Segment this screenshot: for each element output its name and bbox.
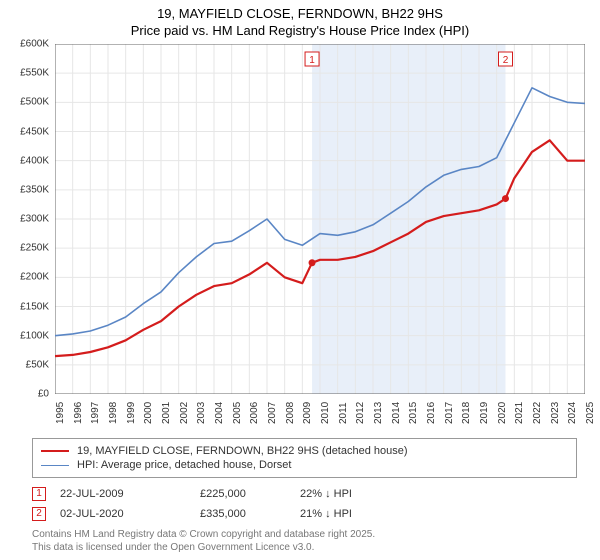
y-tick-label: £50K: [26, 359, 49, 370]
x-tick-label: 2010: [320, 402, 331, 424]
x-tick-label: 2023: [550, 402, 561, 424]
x-tick-label: 2016: [426, 402, 437, 424]
legend: 19, MAYFIELD CLOSE, FERNDOWN, BH22 9HS (…: [32, 438, 577, 478]
x-tick-label: 2000: [143, 402, 154, 424]
x-tick-label: 2019: [479, 402, 490, 424]
x-tick-label: 2004: [214, 402, 225, 424]
legend-label-price-paid: 19, MAYFIELD CLOSE, FERNDOWN, BH22 9HS (…: [77, 445, 408, 457]
x-tick-label: 2021: [514, 402, 525, 424]
y-tick-label: £350K: [20, 184, 49, 195]
x-tick-label: 2018: [461, 402, 472, 424]
y-tick-label: £300K: [20, 214, 49, 225]
y-tick-label: £450K: [20, 126, 49, 137]
sale-price: £335,000: [200, 508, 300, 520]
y-tick-label: £550K: [20, 68, 49, 79]
price-chart: 12: [55, 44, 585, 394]
x-tick-label: 2006: [249, 402, 260, 424]
x-tick-label: 2020: [497, 402, 508, 424]
x-tick-label: 2008: [285, 402, 296, 424]
sale-date: 22-JUL-2009: [60, 488, 200, 500]
x-tick-label: 2007: [267, 402, 278, 424]
x-tick-label: 1998: [108, 402, 119, 424]
sale-diff: 21% ↓ HPI: [300, 508, 400, 520]
chart-title-block: 19, MAYFIELD CLOSE, FERNDOWN, BH22 9HS P…: [0, 0, 600, 38]
x-tick-label: 2012: [355, 402, 366, 424]
x-tick-label: 2011: [338, 402, 349, 424]
y-tick-label: £200K: [20, 272, 49, 283]
legend-row: 19, MAYFIELD CLOSE, FERNDOWN, BH22 9HS (…: [41, 445, 568, 457]
x-tick-label: 2014: [391, 402, 402, 424]
y-tick-label: £400K: [20, 155, 49, 166]
x-tick-label: 1996: [73, 402, 84, 424]
x-axis-labels: 1995 1996 1997 1998 1999 2000 2001 2002 2003 2004…: [55, 396, 585, 432]
sale-date: 02-JUL-2020: [60, 508, 200, 520]
y-tick-label: £500K: [20, 97, 49, 108]
x-tick-label: 2024: [567, 402, 578, 424]
y-tick-label: £250K: [20, 243, 49, 254]
y-axis-labels: £0£50K£100K£150K£200K£250K£300K£350K£400…: [0, 44, 52, 394]
x-tick-label: 2005: [232, 402, 243, 424]
x-tick-label: 2022: [532, 402, 543, 424]
legend-label-hpi: HPI: Average price, detached house, Dors…: [77, 459, 291, 471]
x-tick-label: 2001: [161, 402, 172, 424]
y-tick-label: £600K: [20, 39, 49, 50]
sales-row: 2 02-JUL-2020 £335,000 21% ↓ HPI: [32, 504, 400, 524]
x-tick-label: 1995: [55, 402, 66, 424]
legend-row: HPI: Average price, detached house, Dors…: [41, 459, 568, 471]
svg-text:2: 2: [503, 55, 509, 66]
footer-line-1: Contains HM Land Registry data © Crown c…: [32, 529, 375, 542]
sale-diff: 22% ↓ HPI: [300, 488, 400, 500]
sale-price: £225,000: [200, 488, 300, 500]
x-tick-label: 2002: [179, 402, 190, 424]
y-tick-label: £0: [38, 389, 49, 400]
sales-table: 1 22-JUL-2009 £225,000 22% ↓ HPI 2 02-JU…: [32, 484, 400, 524]
x-tick-label: 2025: [585, 402, 596, 424]
x-tick-label: 1999: [126, 402, 137, 424]
title-line-2: Price paid vs. HM Land Registry's House …: [0, 23, 600, 38]
x-tick-label: 2009: [302, 402, 313, 424]
sales-row: 1 22-JUL-2009 £225,000 22% ↓ HPI: [32, 484, 400, 504]
x-tick-label: 2003: [196, 402, 207, 424]
sale-marker-1-icon: 1: [32, 487, 46, 501]
y-tick-label: £100K: [20, 330, 49, 341]
footer-line-2: This data is licensed under the Open Gov…: [32, 542, 375, 555]
title-line-1: 19, MAYFIELD CLOSE, FERNDOWN, BH22 9HS: [0, 6, 600, 21]
footer-attribution: Contains HM Land Registry data © Crown c…: [32, 529, 375, 554]
y-tick-label: £150K: [20, 301, 49, 312]
x-tick-label: 2015: [408, 402, 419, 424]
x-tick-label: 1997: [90, 402, 101, 424]
legend-swatch-price-paid: [41, 450, 69, 452]
legend-swatch-hpi: [41, 465, 69, 466]
x-tick-label: 2017: [444, 402, 455, 424]
x-tick-label: 2013: [373, 402, 384, 424]
sale-marker-2-icon: 2: [32, 507, 46, 521]
svg-text:1: 1: [309, 55, 315, 66]
